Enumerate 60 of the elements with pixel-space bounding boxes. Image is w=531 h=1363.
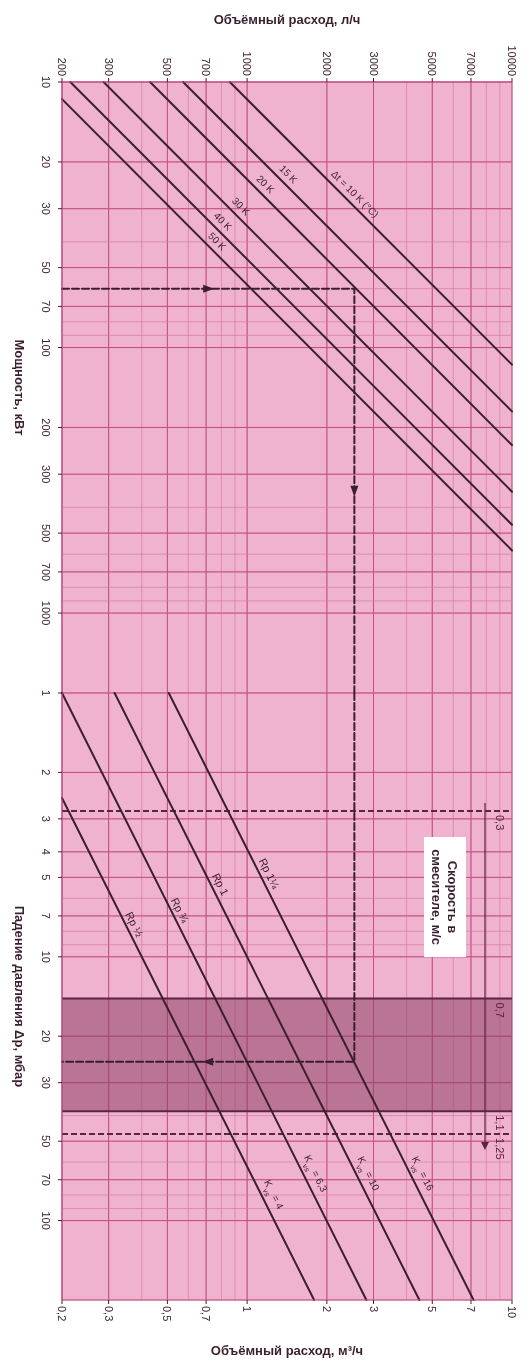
- y-tick-label: 1000: [40, 600, 52, 626]
- text: 50 K: [206, 230, 229, 253]
- x-tick-label: 300: [102, 57, 115, 76]
- annotation: Rp 1: [209, 871, 232, 898]
- x-tick-label: 3: [367, 1306, 380, 1313]
- y-tick-label: 10: [40, 950, 52, 963]
- y-tick-label: 30: [40, 1076, 52, 1089]
- x-tick-label: 2: [320, 1306, 333, 1313]
- y-tick-label: 20: [40, 1030, 52, 1043]
- x-tick-label: 3000: [367, 51, 380, 76]
- x-tick-label: 1: [241, 1306, 254, 1313]
- y-tick-label: 2: [40, 769, 52, 776]
- y-tick-label: 700: [40, 562, 52, 582]
- x-tick-label: 10000: [506, 45, 518, 76]
- x-tick-label: 500: [161, 57, 174, 76]
- x-tick-label: 10: [506, 1306, 518, 1319]
- y-tick-label: 50: [40, 261, 52, 274]
- text: 15 K: [277, 162, 300, 186]
- x-tick-label: 1000: [241, 51, 254, 76]
- x-tick-label: 5000: [426, 51, 439, 76]
- annotation: 0,3: [493, 814, 506, 831]
- y-tick-label: 100: [40, 338, 52, 357]
- x-tick-label: 0,2: [56, 1306, 68, 1322]
- x-axis-title: Объёмный расход, л/ч: [213, 12, 361, 27]
- y-axis-title: Падение давления Δp, мбар: [12, 905, 28, 1088]
- annotation: Rp ½: [123, 909, 146, 939]
- y-tick-label: 3: [40, 815, 52, 822]
- y-tick-label: 4: [40, 848, 52, 855]
- y-tick-label: 50: [40, 1135, 52, 1148]
- annotation: 1,1: [493, 1115, 506, 1131]
- text: Δt = 10 K (°C): [329, 168, 381, 220]
- annotation: 1,25: [493, 1138, 506, 1160]
- x-tick-label: 7000: [464, 51, 477, 76]
- y-tick-label: 1: [40, 689, 52, 697]
- y-tick-label: 500: [40, 523, 52, 543]
- annotation: Скорость в смесителе, м/с: [429, 849, 460, 945]
- annotation: Rp ¾: [168, 895, 192, 926]
- y-tick-label: 70: [40, 1173, 52, 1186]
- x-tick-label: 5: [426, 1306, 439, 1313]
- y-axis-title: Мощность, кВт: [12, 339, 28, 436]
- y-tick-label: 70: [40, 300, 52, 313]
- y-tick-label: 5: [40, 874, 52, 881]
- annotation: 0,7: [493, 1002, 506, 1018]
- y-tick-label: 300: [40, 465, 52, 484]
- x-tick-label: 0,5: [161, 1306, 174, 1322]
- x-tick-label: 0,3: [102, 1306, 115, 1322]
- y-tick-label: 30: [40, 202, 52, 215]
- y-tick-label: 200: [40, 418, 52, 437]
- x-tick-label: 200: [56, 57, 68, 76]
- x-tick-label: 7: [464, 1306, 477, 1313]
- annotation: Rp 1¼: [256, 856, 283, 892]
- x-axis-title: Объёмный расход, м³/ч: [210, 1343, 364, 1358]
- y-tick-label: 100: [40, 1211, 52, 1230]
- x-tick-label: 2000: [320, 51, 333, 76]
- x-tick-label: 0,7: [200, 1306, 213, 1322]
- text: 20 K: [254, 173, 277, 196]
- x-tick-label: 700: [200, 57, 213, 76]
- y-tick-label: 7: [40, 912, 52, 919]
- y-tick-label: 20: [40, 155, 52, 169]
- y-tick-label: 10: [40, 75, 52, 89]
